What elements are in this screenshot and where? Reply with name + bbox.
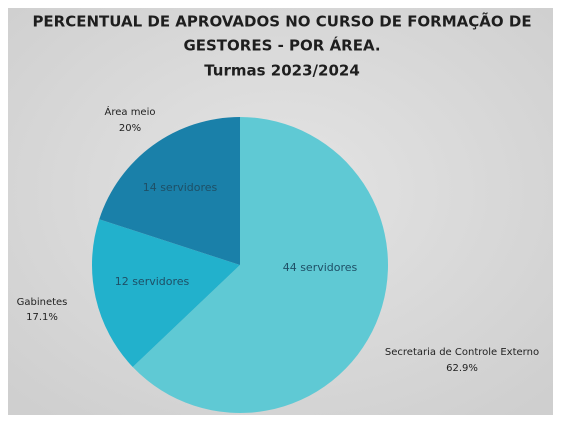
- chart-title: GESTORES - POR ÁREA.: [183, 36, 380, 55]
- slice-annotation: 44 servidores: [283, 261, 358, 274]
- category-label: Gabinetes: [17, 297, 68, 308]
- category-label: Secretaria de Controle Externo: [385, 347, 539, 358]
- slice-annotation: 12 servidores: [115, 275, 190, 288]
- value-label: 17.1%: [26, 312, 58, 323]
- value-label: 62.9%: [446, 363, 478, 374]
- category-label: Área meio: [105, 105, 156, 118]
- pie-slice: [92, 219, 241, 367]
- value-label: 20%: [119, 123, 141, 134]
- chart-subtitle: Turmas 2023/2024: [204, 62, 360, 80]
- chart-title: PERCENTUAL DE APROVADOS NO CURSO DE FORM…: [32, 12, 531, 31]
- slice-annotation: 14 servidores: [143, 181, 218, 194]
- pie-slice: [132, 117, 388, 413]
- pie-slice: [99, 117, 240, 265]
